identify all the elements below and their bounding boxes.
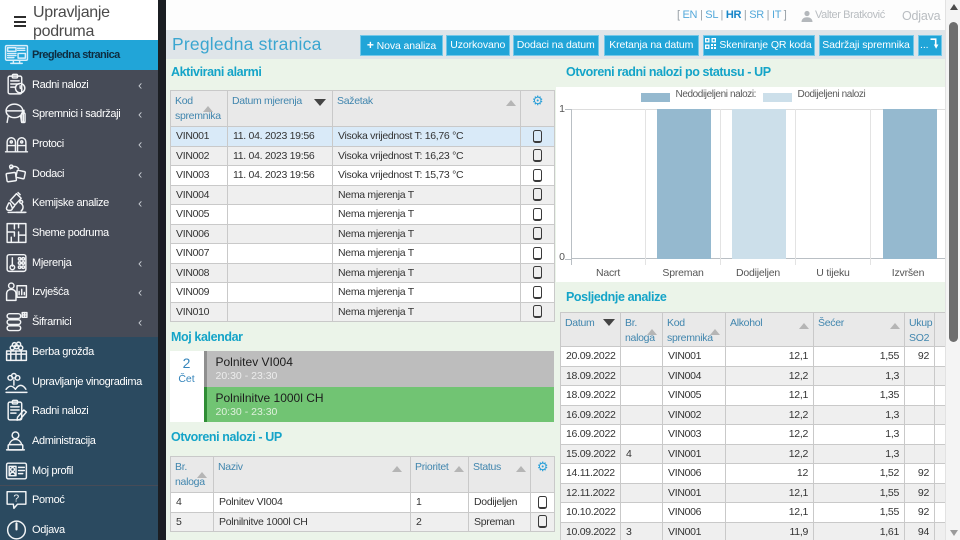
svg-text:?: ?: [13, 494, 19, 505]
